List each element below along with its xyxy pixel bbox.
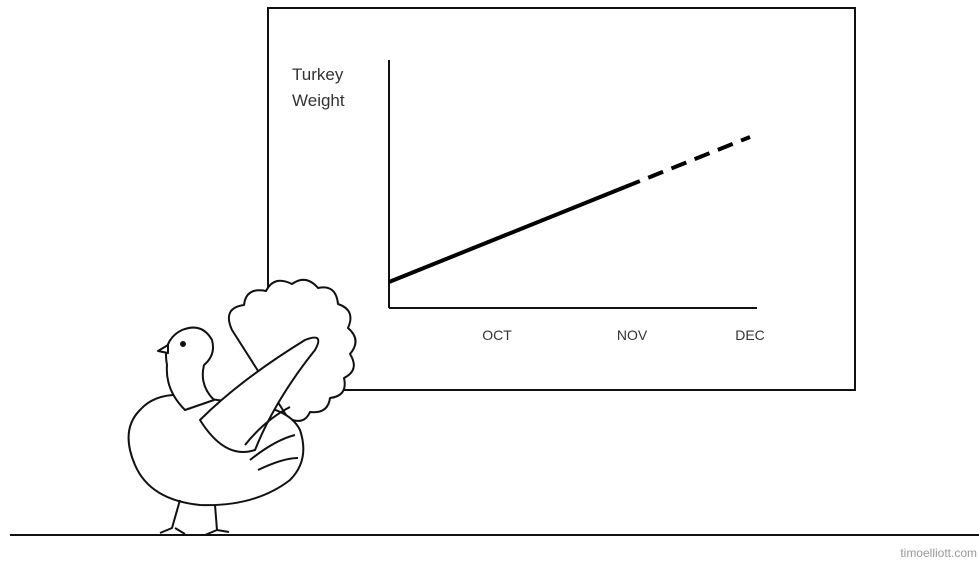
cartoon: Turkey Weight OCT NOV DEC timoelliott.co… <box>0 0 979 563</box>
y-label: Turkey <box>292 65 344 84</box>
credit: timoelliott.com <box>900 546 977 560</box>
y-label: Weight <box>292 91 345 110</box>
turkey <box>129 280 356 535</box>
x-label: NOV <box>617 327 648 343</box>
x-label: OCT <box>482 327 512 343</box>
board <box>268 8 855 390</box>
x-label: DEC <box>735 327 765 343</box>
